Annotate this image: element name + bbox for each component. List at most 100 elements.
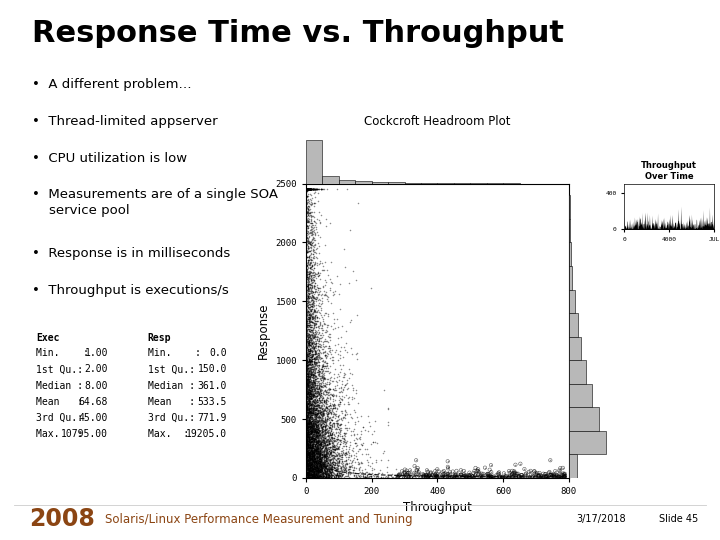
Point <box>326 391 338 400</box>
Point <box>302 285 313 293</box>
Point <box>302 185 313 194</box>
Point <box>305 325 316 333</box>
Point <box>306 467 318 476</box>
Point <box>302 185 313 194</box>
Point <box>315 436 326 445</box>
Point <box>325 448 336 456</box>
Point <box>469 471 481 480</box>
Point <box>307 313 318 321</box>
Point <box>481 474 492 482</box>
Point <box>340 472 351 481</box>
Point <box>304 338 315 346</box>
Point <box>318 460 329 469</box>
Point <box>325 427 336 435</box>
Point <box>323 412 334 421</box>
Point <box>317 397 328 406</box>
Point <box>307 452 318 461</box>
Point <box>304 336 315 345</box>
Point <box>310 459 322 468</box>
Point <box>311 287 323 296</box>
Point <box>312 437 323 446</box>
Point <box>309 326 320 335</box>
Point <box>300 286 312 294</box>
Point <box>338 400 350 409</box>
Point <box>307 266 319 274</box>
Point <box>330 451 341 460</box>
Point <box>303 268 315 276</box>
Point <box>530 473 541 482</box>
Point <box>309 409 320 418</box>
Point <box>325 449 336 457</box>
Point <box>306 185 318 194</box>
Point <box>312 295 324 304</box>
Point <box>305 355 316 364</box>
Point <box>425 469 436 477</box>
Point <box>307 268 318 277</box>
Point <box>318 417 330 426</box>
Point <box>464 472 476 481</box>
Point <box>323 410 334 418</box>
Point <box>302 467 314 476</box>
Point <box>302 473 313 482</box>
Point <box>303 464 315 472</box>
Point <box>327 308 338 317</box>
Point <box>317 357 328 366</box>
Point <box>307 448 318 457</box>
Point <box>327 385 338 394</box>
Point <box>317 469 328 477</box>
Point <box>315 416 327 424</box>
Point <box>303 349 315 357</box>
Point <box>308 264 320 272</box>
Point <box>301 204 312 213</box>
Point <box>324 444 336 453</box>
Point <box>341 437 353 445</box>
Point <box>310 472 321 481</box>
Point <box>317 410 328 419</box>
Point <box>315 463 327 471</box>
Point <box>305 358 316 367</box>
Point <box>302 339 314 348</box>
Point <box>344 441 356 449</box>
Point <box>485 472 496 481</box>
Point <box>314 472 325 481</box>
Point <box>304 382 315 390</box>
Point <box>303 292 315 301</box>
Point <box>382 473 394 482</box>
Point <box>318 466 330 475</box>
Point <box>350 451 361 460</box>
Point <box>305 185 316 194</box>
Point <box>301 385 312 394</box>
Point <box>429 467 441 475</box>
Point <box>308 409 320 418</box>
Point <box>533 471 544 480</box>
Point <box>368 464 379 473</box>
Point <box>458 470 469 479</box>
Point <box>307 432 319 441</box>
Point <box>305 258 316 267</box>
Point <box>307 275 319 284</box>
Point <box>317 463 328 471</box>
Point <box>314 382 325 391</box>
Point <box>315 396 326 405</box>
Point <box>313 455 325 463</box>
Point <box>329 449 341 457</box>
Point <box>322 454 333 462</box>
Point <box>302 393 313 402</box>
Point <box>477 472 488 481</box>
Point <box>308 333 320 342</box>
Point <box>559 471 571 480</box>
Point <box>326 434 338 443</box>
Point <box>327 447 338 456</box>
Point <box>301 390 312 399</box>
Point <box>307 328 319 337</box>
Point <box>326 436 338 445</box>
Point <box>499 473 510 482</box>
Point <box>303 340 315 349</box>
Point <box>325 417 336 426</box>
Point <box>313 372 325 381</box>
Point <box>423 471 435 480</box>
Point <box>320 291 332 299</box>
Point <box>308 472 320 481</box>
Point <box>328 441 339 450</box>
Point <box>315 421 326 430</box>
